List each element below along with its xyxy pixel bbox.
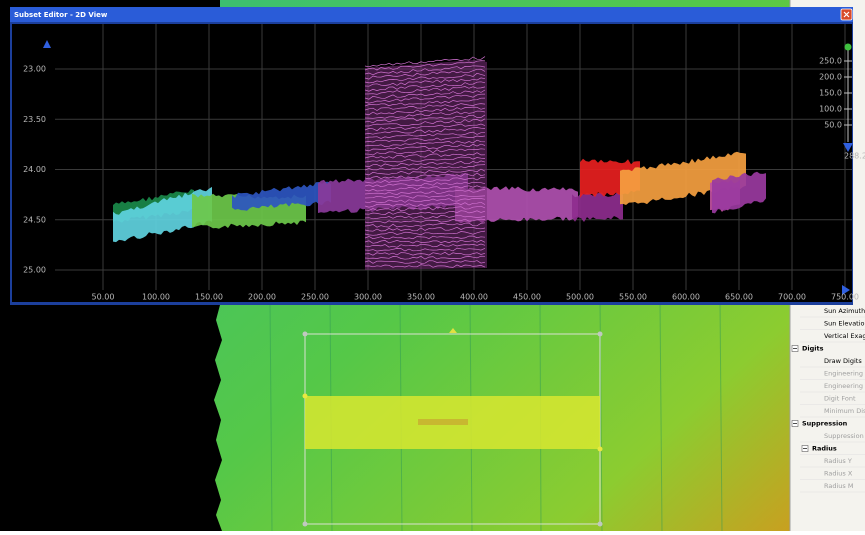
property-label: Sun Elevation — [824, 320, 865, 328]
y-tick-label: 24.00 — [23, 165, 46, 174]
property-label: Draw Digits — [824, 357, 862, 365]
scale-tick-label: 150.0 — [819, 89, 842, 98]
property-label: Digit Font — [824, 395, 856, 403]
property-label: Radius X — [824, 470, 853, 478]
y-tick-label: 25.00 — [23, 266, 46, 275]
x-tick-label: 50.00 — [92, 293, 115, 302]
x-tick-label: 250.00 — [301, 293, 329, 302]
title-bar — [10, 7, 853, 22]
page: Sun Azimuth Sun Elevation Vertical Exagger… — [0, 0, 865, 531]
scale-tick-label: 250.0 — [819, 57, 842, 66]
x-tick-label: 550.00 — [619, 293, 647, 302]
x-tick-label: 200.00 — [248, 293, 276, 302]
x-tick-label: 400.00 — [460, 293, 488, 302]
y-tick-label: 23.00 — [23, 65, 46, 74]
scale-tick-label: 50.0 — [824, 121, 842, 130]
property-label: Engineering Digits — [824, 370, 865, 378]
property-label: Radius — [812, 445, 837, 453]
x-tick-label: 600.00 — [672, 293, 700, 302]
y-tick-label: 23.50 — [23, 115, 46, 124]
property-label: Vertical Exaggeration — [824, 332, 865, 340]
scale-tick-label: 200.0 — [819, 73, 842, 82]
property-label: Sun Azimuth — [824, 307, 865, 315]
x-tick-label: 450.00 — [513, 293, 541, 302]
property-label: Minimum Display — [824, 407, 865, 415]
x-tick-label: 500.00 — [566, 293, 594, 302]
x-tick-label: 150.00 — [195, 293, 223, 302]
x-tick-label: 750.00 — [831, 293, 859, 302]
screen: Sun Azimuth Sun Elevation Vertical Exagger… — [0, 0, 865, 531]
x-tick-label: 300.00 — [354, 293, 382, 302]
x-tick-label: 350.00 — [407, 293, 435, 302]
selection-object — [418, 419, 468, 425]
window-title: Subset Editor - 2D View — [14, 11, 108, 19]
scale-knob — [845, 44, 852, 51]
x-tick-label: 100.00 — [142, 293, 170, 302]
property-label: Digits — [802, 345, 824, 353]
x-tick-label: 700.00 — [778, 293, 806, 302]
property-label: Engineering Precision — [824, 382, 865, 390]
y-tick-label: 24.50 — [23, 215, 46, 224]
property-label: Radius M — [824, 482, 853, 490]
property-label: Suppression — [824, 432, 864, 440]
scale-tick-label: 100.0 — [819, 105, 842, 114]
property-label: Suppression — [802, 420, 848, 428]
scale-value: 288.2 — [844, 152, 865, 161]
property-label: Radius Y — [824, 457, 852, 465]
x-tick-label: 650.00 — [725, 293, 753, 302]
